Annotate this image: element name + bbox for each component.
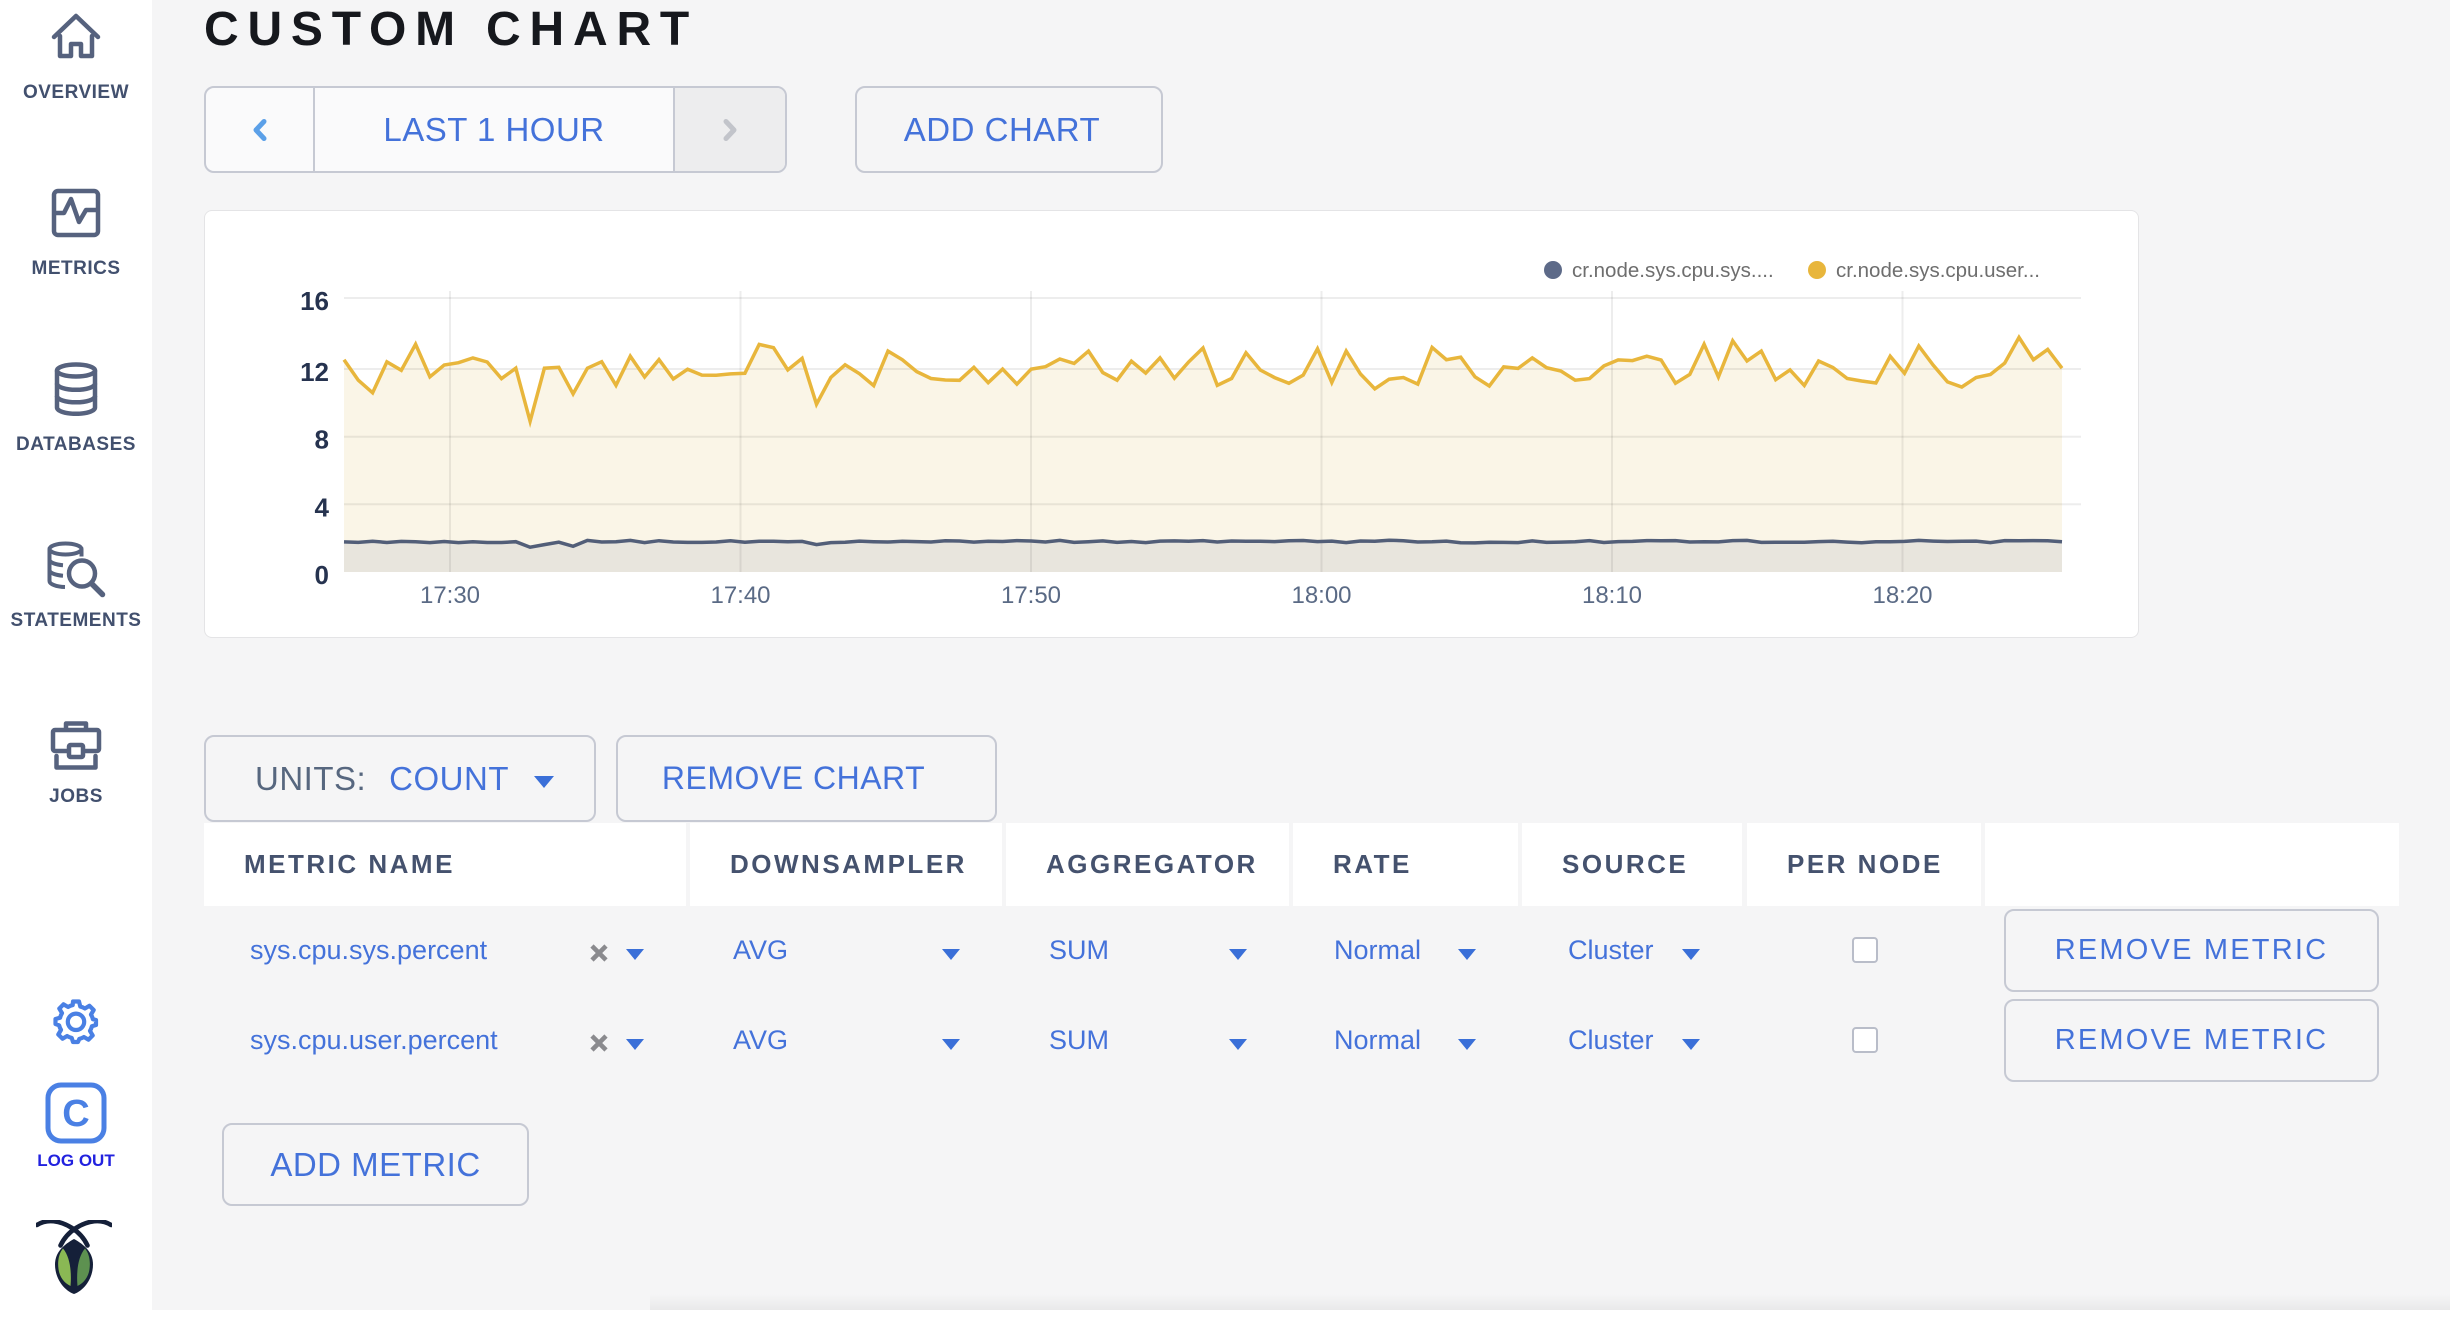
svg-text:12: 12 [300,357,329,387]
svg-text:4: 4 [315,492,330,522]
svg-text:17:50: 17:50 [1001,582,1061,609]
svg-text:cr.node.sys.cpu.sys....: cr.node.sys.cpu.sys.... [1572,259,1774,282]
svg-text:18:10: 18:10 [1582,582,1642,609]
svg-text:0: 0 [315,560,329,590]
svg-text:18:20: 18:20 [1872,582,1932,609]
svg-text:C: C [62,1093,89,1135]
svg-text:17:30: 17:30 [420,582,480,609]
svg-text:cr.node.sys.cpu.user...: cr.node.sys.cpu.user... [1836,259,2040,282]
svg-text:16: 16 [300,286,329,316]
svg-text:8: 8 [315,425,329,455]
svg-text:17:40: 17:40 [710,582,770,609]
svg-text:18:00: 18:00 [1291,582,1351,609]
